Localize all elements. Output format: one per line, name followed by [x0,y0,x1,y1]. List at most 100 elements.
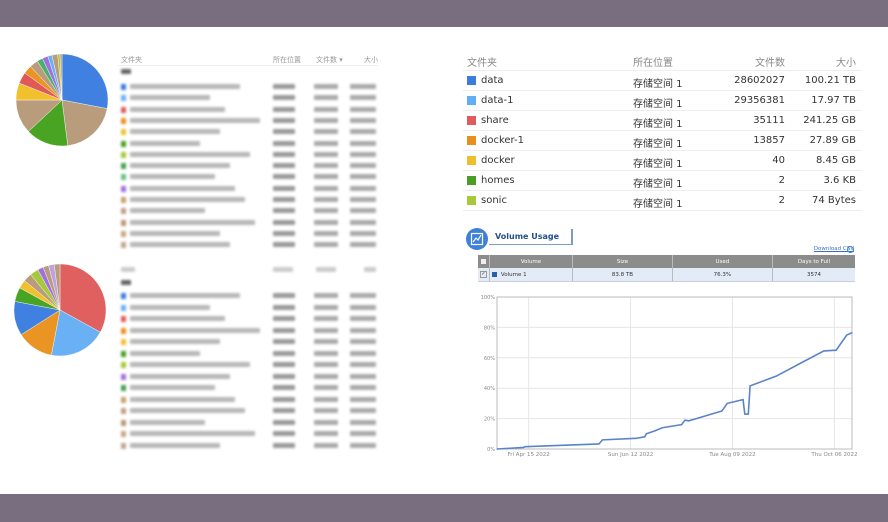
folder-location: 存储空间 1 [633,199,683,210]
folder-count: 2 [778,195,785,206]
data-point [496,448,498,450]
folder-size: 100.21 TB [804,75,856,86]
volume-days-to-full: 3574 [806,271,821,278]
folder-location: 存储空间 1 [633,139,683,150]
usage-line [496,331,853,450]
folder-size: 241.25 GB [803,115,856,126]
header-size: Size [573,255,673,268]
header-count[interactable]: 文件数 [755,58,785,69]
folder-size: 17.97 TB [811,95,856,106]
table-row[interactable]: homes 存储空间 1 2 3.6 KB [463,171,862,191]
y-tick-label: 20% [484,417,495,423]
data-point [684,419,686,421]
select-all-checkbox[interactable] [480,259,486,264]
pie-slice [61,99,108,146]
header-volume: Volume [490,255,574,268]
folder-name: docker [481,155,515,166]
row-checkbox[interactable]: ✓ [479,271,487,278]
y-tick-label: 40% [484,386,495,392]
folder-count: 13857 [753,135,785,146]
pie-slice [54,263,61,311]
data-point [721,410,723,412]
folder-name: homes [481,175,515,186]
folder-location: 存储空间 1 [633,79,683,90]
data-point [635,437,637,439]
x-tick-label: Tue Aug 09 2022 [708,452,755,458]
pie-chart-1 [15,53,109,147]
data-point [742,399,744,401]
y-tick-label: 0% [487,447,495,453]
table-header: 文件夹 所在位置 文件数 大小 [463,50,862,71]
data-point [851,332,853,334]
data-point [598,443,600,445]
data-point [823,350,825,352]
download-csv-link[interactable]: Download CSV [813,246,854,252]
table-row[interactable]: data 存储空间 1 28602027 100.21 TB [463,71,862,91]
data-point [775,375,778,377]
volume-color-swatch [491,272,497,277]
data-point [846,334,848,336]
data-point [680,424,683,426]
x-tick-label: Sun Jun 12 2022 [608,452,653,458]
table-row[interactable]: docker 存储空间 1 40 8.45 GB [463,151,862,171]
table-row[interactable]: data-1 存储空间 1 29356381 17.97 TB [463,91,862,111]
header-size: 大小 [364,56,378,64]
data-point [749,385,751,387]
data-point [524,446,526,448]
folder-name: sonic [481,195,507,206]
folder-name: data [481,75,504,86]
folder-count: 2 [778,175,785,186]
folder-color-swatch [467,156,476,165]
table-row[interactable]: sonic 存储空间 1 2 74 Bytes [463,191,862,211]
pie-chart-2 [13,263,107,357]
data-point [798,363,800,365]
volume-usage-title: Volume Usage [489,229,573,245]
folder-size: 27.89 GB [809,135,856,146]
header-count[interactable]: 文件数 ▾ [316,56,343,64]
pie-slice [51,309,101,357]
folder-table-blurred-2 [118,263,378,459]
data-point [601,439,604,441]
x-tick-label: Thu Oct 06 2022 [810,452,857,458]
folder-count: 40 [772,155,785,166]
volume-size: 83.8 TB [573,268,673,281]
header-folder: 文件夹 [467,58,497,69]
folder-size: 74 Bytes [812,195,856,206]
volume-grid: Volume Size Used Days to Full ✓ Volume 1… [478,255,855,282]
data-point [744,413,746,415]
y-tick-label: 60% [484,356,495,362]
folder-location: 存储空间 1 [633,99,683,110]
download-icon[interactable] [847,246,854,253]
volume-used: 76.3% [673,268,773,281]
data-point [687,420,690,422]
table-row[interactable]: docker-1 存储空间 1 13857 27.89 GB [463,131,862,151]
folder-location: 存储空间 1 [633,179,683,190]
folder-color-swatch [467,76,476,85]
pie-slice [61,53,109,109]
table-row[interactable]: share 存储空间 1 35111 241.25 GB [463,111,862,131]
data-point [522,446,524,449]
data-point [661,427,663,429]
folder-table: 文件夹 所在位置 文件数 大小 data 存储空间 1 28602027 100… [463,50,862,211]
folder-name: data-1 [481,95,514,106]
top-band [0,0,888,27]
folder-color-swatch [467,196,476,205]
table-row[interactable]: ✓ Volume 1 83.8 TB 76.3% 3574 [478,268,855,282]
y-tick-label: 80% [484,325,495,331]
folder-color-swatch [467,96,476,105]
x-tick-label: Fri Apr 15 2022 [507,452,549,458]
folder-color-swatch [467,176,476,185]
y-tick-label: 100% [481,295,496,301]
folder-size: 3.6 KB [823,175,857,186]
folder-color-swatch [467,136,476,145]
folder-size: 8.45 GB [815,155,856,166]
pie-slice [59,263,107,333]
volume-name: Volume 1 [500,271,527,278]
data-point [645,433,647,435]
folder-name: docker-1 [481,135,524,146]
folder-count: 29356381 [734,95,785,106]
folder-count: 28602027 [734,75,785,86]
folder-count: 35111 [753,115,785,126]
data-point [747,413,749,415]
header-used: Used [673,255,773,268]
